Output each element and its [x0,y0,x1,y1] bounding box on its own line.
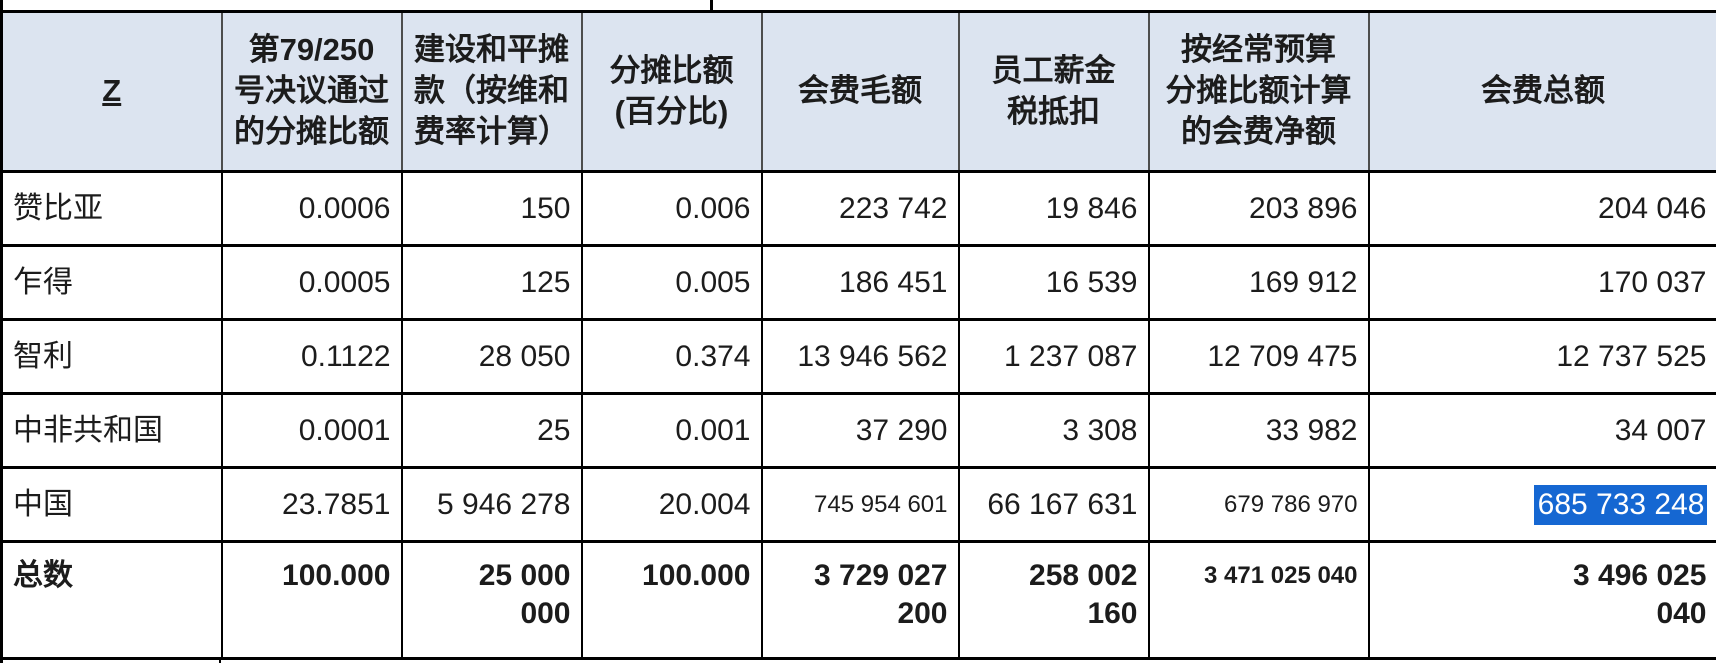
table-row-central-african-republic: 中非共和国 0.0001 25 0.001 37 290 3 308 33 98… [1,393,1716,469]
gross-contribution-value: 186 451 [760,245,959,321]
resolution-scale-value: 0.1122 [220,319,402,395]
table-row-total: 总数 100.000 25 000 000 100.000 3 729 027 … [1,541,1716,660]
staff-assessment-credit-value: 16 539 [957,245,1149,321]
scale-percentage-value: 0.001 [580,393,762,469]
total-contribution-value: 34 007 [1367,393,1716,469]
peacebuilding-levy-total: 25 000 000 [400,541,582,660]
next-row-divider [219,660,221,663]
scale-percentage-value: 0.005 [580,245,762,321]
header-net-contribution: 按经常预算 分摊比额计算 的会费净额 [1147,11,1369,173]
peacebuilding-levy-value: 150 [400,171,582,247]
header-staff-assessment-credit: 员工薪金 税抵扣 [957,11,1149,173]
net-contribution-total: 3 471 025 040 [1147,541,1369,660]
staff-assessment-credit-value: 1 237 087 [957,319,1149,395]
header-member-state: Z [1,11,222,173]
staff-assessment-credit-value: 19 846 [957,171,1149,247]
total-contribution-value: 204 046 [1367,171,1716,247]
peacebuilding-levy-value: 125 [400,245,582,321]
peacebuilding-levy-value: 25 [400,393,582,469]
country-name: 智利 [1,319,222,395]
resolution-scale-value: 0.0005 [220,245,402,321]
next-row-fragment [0,660,1716,663]
total-contribution-value: 685 733 248 [1367,467,1716,543]
table-row-chile: 智利 0.1122 28 050 0.374 13 946 562 1 237 … [1,319,1716,395]
resolution-scale-value: 0.0006 [220,171,402,247]
country-name: 中国 [1,467,222,543]
header-member-state-label: Z [102,73,122,109]
scale-percentage-value: 20.004 [580,467,762,543]
header-row: Z 第79/250 号决议通过 的分摊比额 建设和平摊 款（按维和 费率计算） … [1,11,1716,173]
header-scale-percentage: 分摊比额 (百分比) [580,11,762,173]
gross-contribution-value: 745 954 601 [760,467,959,543]
assessment-scale-table: Z 第79/250 号决议通过 的分摊比额 建设和平摊 款（按维和 费率计算） … [0,10,1716,660]
staff-assessment-credit-total: 258 002 160 [957,541,1149,660]
scale-percentage-value: 0.374 [580,319,762,395]
resolution-scale-total: 100.000 [220,541,402,660]
scale-percentage-total: 100.000 [580,541,762,660]
previous-row-divider [710,0,713,10]
peacebuilding-levy-value: 28 050 [400,319,582,395]
net-contribution-value: 33 982 [1147,393,1369,469]
header-resolution-scale: 第79/250 号决议通过 的分摊比额 [220,11,402,173]
staff-assessment-credit-value: 3 308 [957,393,1149,469]
table-row-zambia: 赞比亚 0.0006 150 0.006 223 742 19 846 203 … [1,171,1716,247]
total-contribution-total: 3 496 025 040 [1367,541,1716,660]
total-contribution-value: 170 037 [1367,245,1716,321]
peacebuilding-levy-value: 5 946 278 [400,467,582,543]
table-row-china: 中国 23.7851 5 946 278 20.004 745 954 601 … [1,467,1716,543]
staff-assessment-credit-value: 66 167 631 [957,467,1149,543]
resolution-scale-value: 0.0001 [220,393,402,469]
gross-contribution-value: 37 290 [760,393,959,469]
net-contribution-value: 12 709 475 [1147,319,1369,395]
previous-row-fragment [0,0,1716,10]
total-contribution-value: 12 737 525 [1367,319,1716,395]
resolution-scale-value: 23.7851 [220,467,402,543]
selected-text-highlight[interactable]: 685 733 248 [1533,484,1707,525]
table-left-border [0,660,3,663]
net-contribution-value: 679 786 970 [1147,467,1369,543]
header-peacebuilding-levy: 建设和平摊 款（按维和 费率计算） [400,11,582,173]
country-name: 乍得 [1,245,222,321]
header-total-contribution: 会费总额 [1367,11,1716,173]
gross-contribution-total: 3 729 027 200 [760,541,959,660]
scale-percentage-value: 0.006 [580,171,762,247]
total-label: 总数 [1,541,222,660]
gross-contribution-value: 13 946 562 [760,319,959,395]
header-gross-contribution: 会费毛额 [760,11,959,173]
country-name: 赞比亚 [1,171,222,247]
table-row-chad: 乍得 0.0005 125 0.005 186 451 16 539 169 9… [1,245,1716,321]
gross-contribution-value: 223 742 [760,171,959,247]
net-contribution-value: 169 912 [1147,245,1369,321]
country-name: 中非共和国 [1,393,222,469]
net-contribution-value: 203 896 [1147,171,1369,247]
table-left-border [0,0,3,10]
